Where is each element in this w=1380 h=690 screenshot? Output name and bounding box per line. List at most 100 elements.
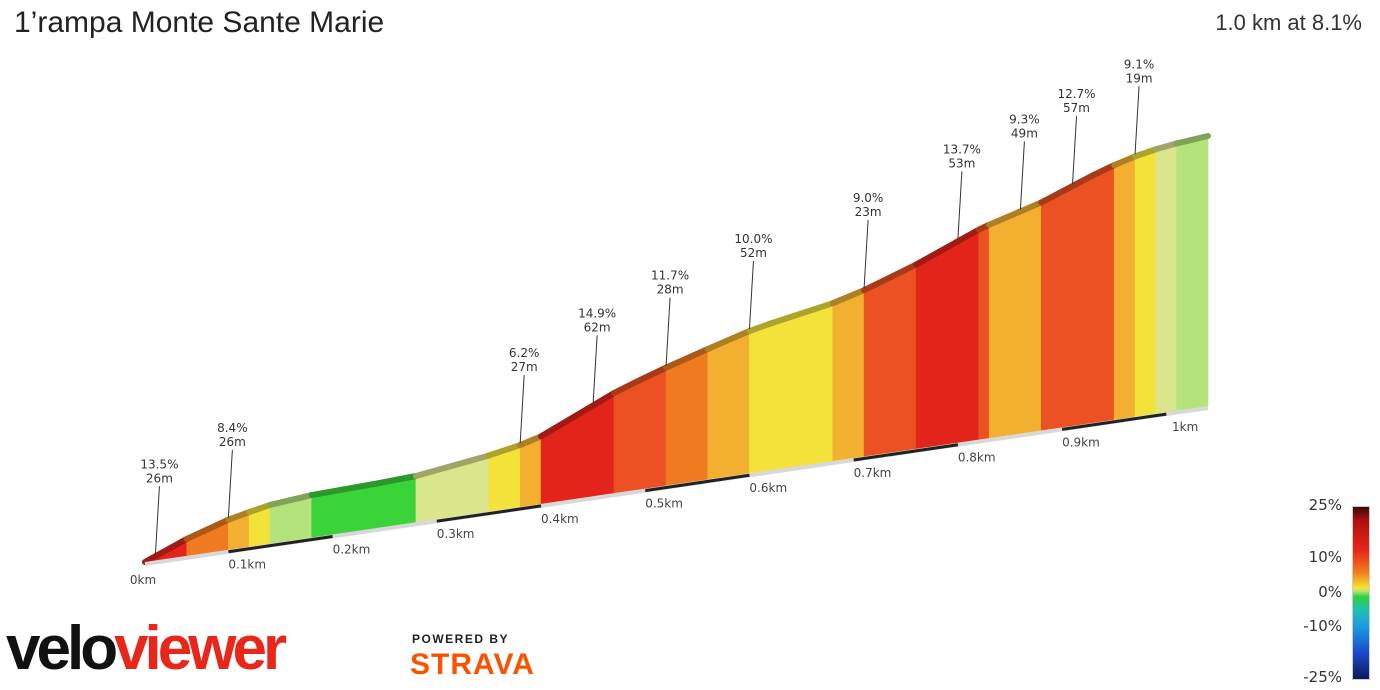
profile-top-edge-segment <box>538 390 617 440</box>
profile-top-edge-segment <box>1132 146 1159 160</box>
annotation-length: 49m <box>1011 126 1038 140</box>
profile-segment <box>613 382 636 494</box>
profile-top-edge-segment <box>371 473 419 487</box>
distance-ticks: 0km 0.1km 0.2km 0.3km 0.4km 0.5km 0.6km 0.7km 0.… <box>130 420 1198 587</box>
annotation-leader-line <box>519 375 525 444</box>
profile-segment <box>1093 164 1115 424</box>
profile-segment <box>832 289 865 462</box>
veloviewer-logo[interactable]: veloviewer <box>6 614 287 683</box>
profile-segment <box>1040 174 1094 431</box>
annotation-grade: 11.7% <box>651 269 689 283</box>
profile-top-edge-segment <box>610 379 638 397</box>
profile-segment <box>665 348 709 486</box>
annotation-leader-line <box>1134 86 1140 155</box>
annotation-leader-line <box>665 297 671 366</box>
annotation-grade: 13.7% <box>943 142 981 156</box>
profile-top-edge-segment <box>517 433 545 449</box>
annotation-grade: 8.4% <box>217 421 248 435</box>
legend-label-minus25: -25% <box>1303 668 1342 686</box>
annotation-grade: 14.9% <box>578 306 616 320</box>
profile-top-edge-segment <box>308 480 378 499</box>
annotation-leader-line <box>154 486 160 555</box>
x-tick-label: 0.6km <box>749 481 787 495</box>
annotation-grade: 10.0% <box>734 232 772 246</box>
annotation-grade: 6.2% <box>509 346 540 360</box>
x-tick-label: 0.3km <box>437 527 475 541</box>
profile-top-edge-segment <box>631 364 670 386</box>
annotation-leader-line <box>1019 141 1025 210</box>
profile-top-edge-segment <box>412 452 492 480</box>
annotation-grade: 12.7% <box>1057 87 1095 101</box>
legend-label-25: 25% <box>1308 496 1342 514</box>
profile-top-edge-segment <box>485 442 524 459</box>
legend-label-minus10: -10% <box>1303 617 1342 635</box>
profile-top-edge-segment <box>746 320 774 335</box>
profile-top-edge-segment <box>267 492 315 508</box>
annotation-leader-line <box>592 335 598 404</box>
chart-title: 1’rampa Monte Sante Marie <box>14 6 385 39</box>
annotation-length: 62m <box>584 320 611 334</box>
annotation-grade: 9.3% <box>1009 112 1040 126</box>
strava-logo[interactable]: STRAVA <box>410 648 535 681</box>
profile-segment <box>1113 155 1136 421</box>
x-tick-label: 0.9km <box>1062 435 1100 449</box>
profile-top-edge-segment <box>1038 172 1097 206</box>
profile-top-edge-segment <box>704 328 753 353</box>
annotation-length: 26m <box>146 471 173 485</box>
x-tick-label: 0.2km <box>333 542 371 556</box>
annotation-leader-line <box>863 220 869 289</box>
profile-top-edge-segment <box>1090 162 1118 179</box>
annotation-length: 19m <box>1126 71 1153 85</box>
annotation-grade: 13.5% <box>140 457 178 471</box>
annotation-leader-line <box>227 449 233 518</box>
annotation-length: 57m <box>1063 101 1090 115</box>
legend-label-0: 0% <box>1318 583 1342 601</box>
profile-top-edge-segment <box>767 300 836 327</box>
x-tick-label: 0.8km <box>958 451 996 465</box>
legend-label-10: 10% <box>1308 548 1342 566</box>
profile-segment <box>707 330 750 480</box>
annotation-grade: 9.1% <box>1124 57 1155 71</box>
profile-segment <box>863 264 917 457</box>
profile-top-edge-segment <box>1152 140 1180 153</box>
profile-segment <box>769 302 834 471</box>
x-tick-label: 0.5km <box>645 497 683 511</box>
annotation-length: 28m <box>657 283 684 297</box>
profile-top-edge-segment <box>246 501 274 516</box>
profile-segment <box>634 367 667 491</box>
profile-segment <box>988 202 1042 439</box>
x-tick-label: 0.1km <box>228 558 266 572</box>
annotation-grade: 9.0% <box>853 191 884 205</box>
profile-base-dash <box>436 504 542 523</box>
annotation-length: 23m <box>855 205 882 219</box>
profile-base-dash <box>853 443 959 462</box>
profile-base-dash <box>1061 412 1167 431</box>
powered-by-label: POWERED BY <box>412 632 510 646</box>
annotation-length: 52m <box>740 246 767 260</box>
x-tick-label: 0.4km <box>541 512 579 526</box>
annotation-length: 53m <box>948 156 975 170</box>
profile-top-edge-segment <box>142 536 190 565</box>
profile-top-edge-segment <box>663 346 711 371</box>
profile-top-edge <box>142 133 1211 565</box>
annotation-length: 27m <box>511 360 538 374</box>
profile-top-edge-segment <box>986 199 1045 228</box>
grade-color-scale <box>1352 506 1370 680</box>
climb-summary: 1.0 km at 8.1% <box>1215 10 1362 35</box>
profile-segment <box>1155 143 1178 414</box>
x-tick-label: 0km <box>130 573 156 587</box>
profile-top-edge-segment <box>1111 153 1139 169</box>
profile-top-edge-segment <box>183 516 232 543</box>
annotation-leader-line <box>1072 116 1078 185</box>
profile-segment <box>978 224 990 440</box>
x-tick-label: 0.7km <box>854 466 892 480</box>
profile-base-dash <box>645 473 750 493</box>
profile-segment <box>749 323 771 474</box>
profile-top-edge-segment <box>1173 133 1211 147</box>
annotation-length: 26m <box>219 435 246 449</box>
profile-segment <box>1176 135 1209 411</box>
profile-top-edge-segment <box>225 509 253 523</box>
annotation-leader-line <box>957 171 963 240</box>
annotation-leader-line <box>748 261 754 330</box>
